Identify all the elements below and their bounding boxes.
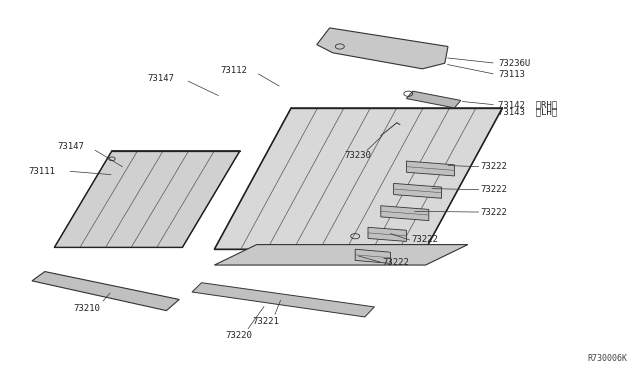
- Text: 73147: 73147: [147, 74, 174, 83]
- Text: 73210: 73210: [74, 304, 100, 312]
- Polygon shape: [381, 206, 429, 221]
- Polygon shape: [406, 161, 454, 176]
- Polygon shape: [317, 28, 448, 69]
- Text: 73147: 73147: [58, 142, 84, 151]
- Polygon shape: [32, 272, 179, 311]
- Text: 73222: 73222: [382, 258, 409, 267]
- Text: 73143  〈LH〉: 73143 〈LH〉: [498, 107, 557, 116]
- Text: 73230: 73230: [344, 151, 371, 160]
- Polygon shape: [368, 227, 406, 241]
- Text: 73221: 73221: [253, 317, 280, 326]
- Polygon shape: [406, 91, 461, 108]
- Polygon shape: [214, 245, 468, 265]
- Text: 73112: 73112: [221, 66, 248, 75]
- Polygon shape: [355, 249, 390, 263]
- Text: 73222: 73222: [480, 162, 507, 171]
- Polygon shape: [54, 151, 240, 247]
- Text: 73222: 73222: [480, 208, 507, 217]
- Text: 73236U: 73236U: [498, 59, 530, 68]
- Text: 73222: 73222: [411, 235, 438, 244]
- Text: 73111: 73111: [29, 167, 56, 176]
- Text: 73222: 73222: [480, 185, 507, 194]
- Text: 73220: 73220: [225, 331, 252, 340]
- Polygon shape: [394, 183, 442, 198]
- Text: 73142  〈RH〉: 73142 〈RH〉: [498, 100, 557, 109]
- Text: 73113: 73113: [498, 70, 525, 79]
- Text: R730006K: R730006K: [588, 354, 627, 363]
- Polygon shape: [214, 108, 502, 249]
- Polygon shape: [192, 283, 374, 317]
